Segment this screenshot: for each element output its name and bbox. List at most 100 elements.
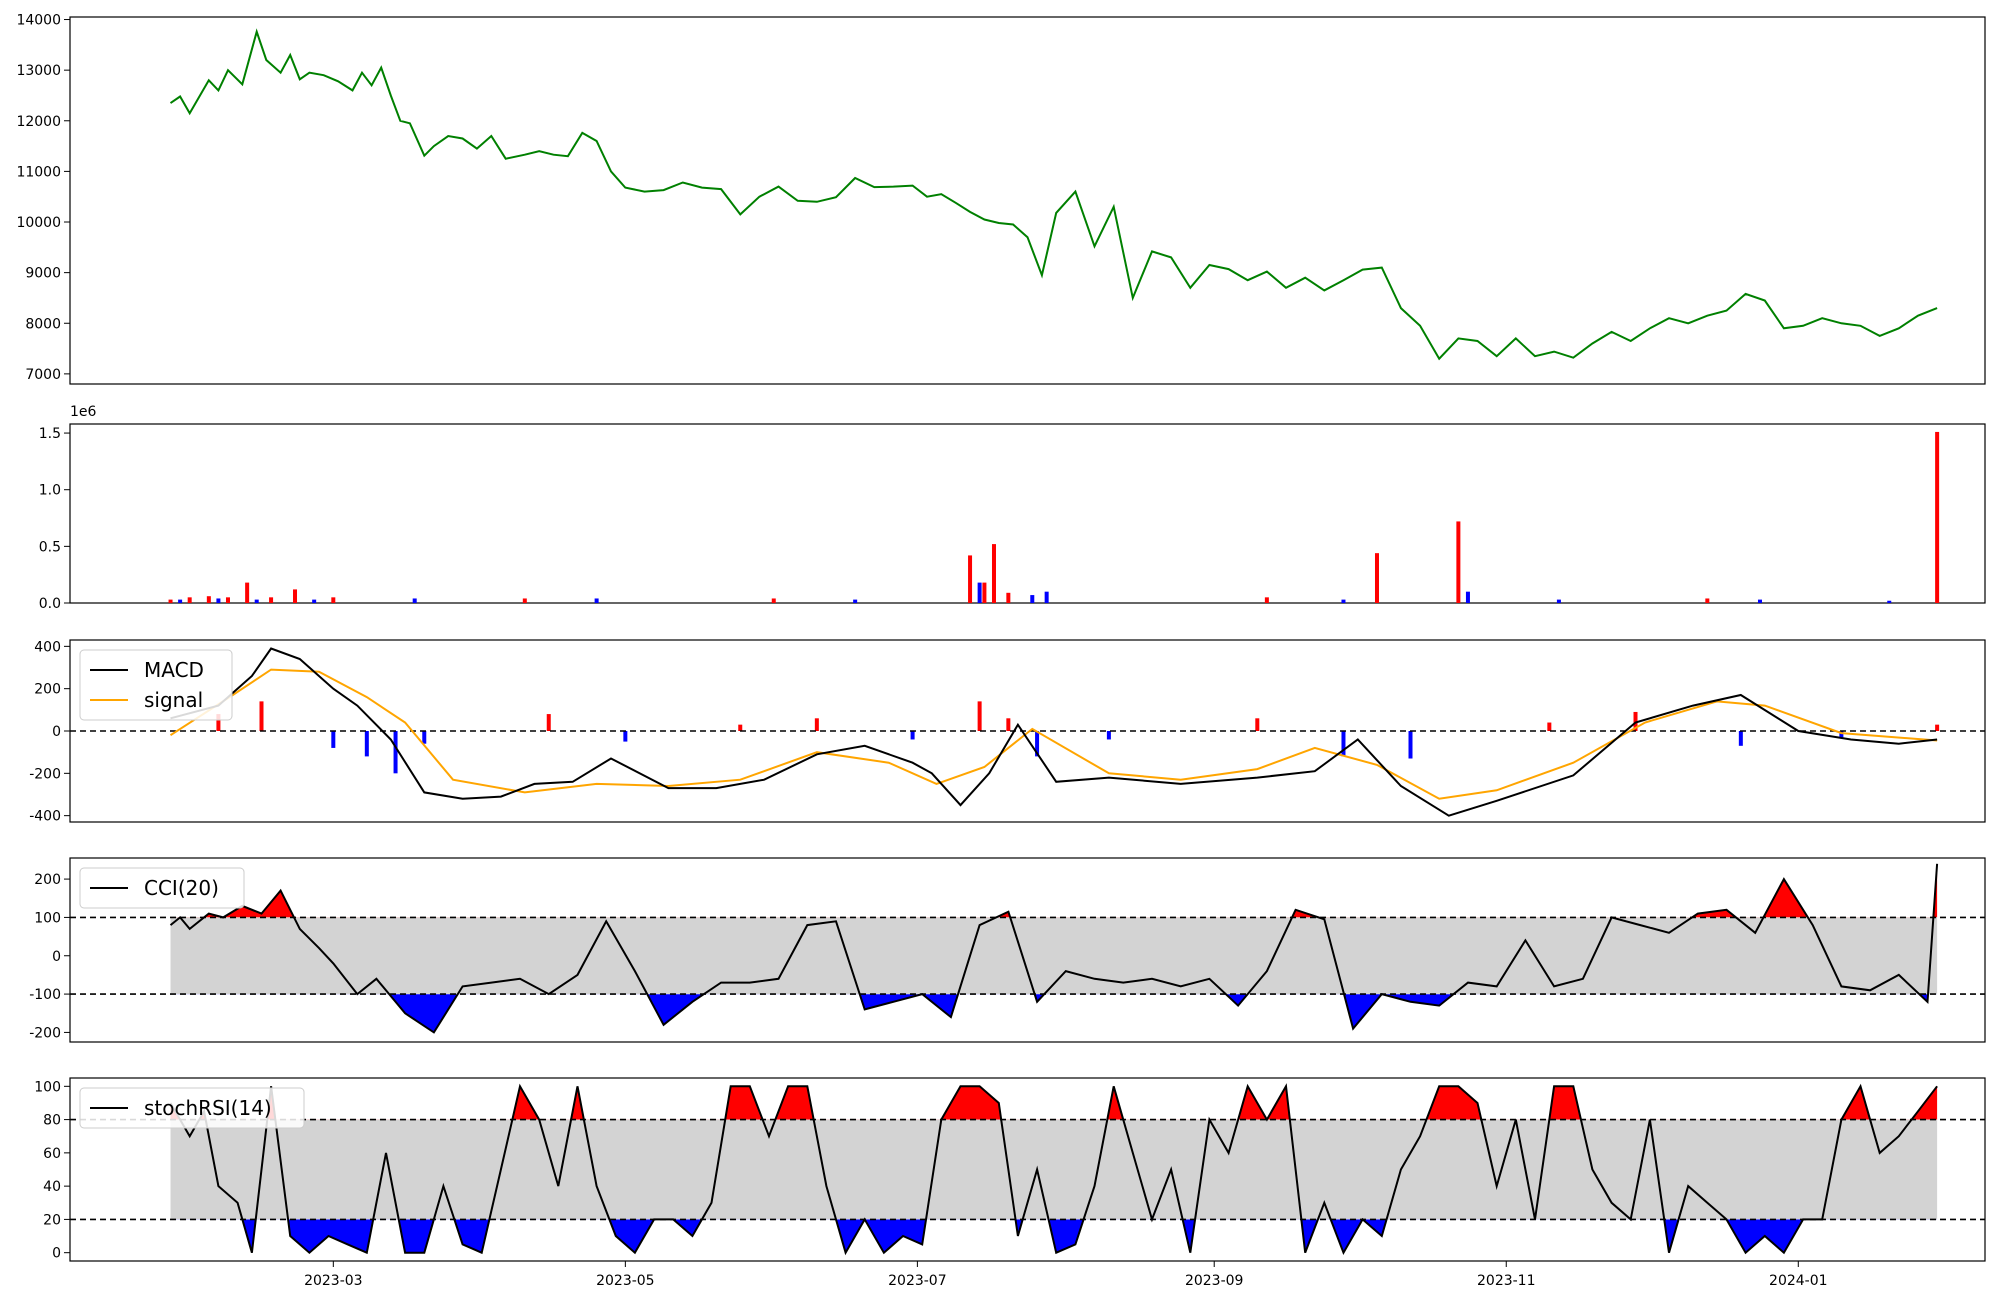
y-tick-label: 0 — [52, 1246, 61, 1262]
macd-hist-bar — [216, 714, 221, 731]
volume-panel: 0.0 0.5 1.0 1.5 1e6 — [39, 404, 1986, 612]
macd-hist-bar — [1738, 731, 1743, 746]
price-line — [169, 28, 1938, 361]
legend-label: stochRSI(14) — [144, 1096, 272, 1120]
y-tick-label: 20 — [43, 1212, 61, 1228]
volume-bar — [178, 599, 183, 603]
volume-bar — [1887, 600, 1892, 603]
y-tick-label: 0 — [52, 949, 61, 965]
legend — [79, 649, 233, 721]
y-offset-label: 1e6 — [70, 404, 97, 420]
signal-line — [169, 668, 1938, 800]
overbought-fill — [170, 1086, 1938, 1120]
volume-bar — [968, 555, 973, 603]
x-tick-label: 2023-03 — [304, 1273, 363, 1289]
volume-bar — [982, 582, 987, 603]
y-tick-label: 0 — [52, 724, 61, 740]
legend-label: MACD — [144, 658, 204, 682]
legend-label: signal — [144, 688, 203, 712]
plot-frame — [69, 16, 1986, 385]
plot-frame — [69, 423, 1986, 604]
y-tick-label: 60 — [43, 1146, 61, 1162]
y-tick-label: -200 — [29, 766, 61, 782]
volume-bar — [1341, 599, 1346, 603]
y-tick-label: 40 — [43, 1179, 61, 1195]
macd-hist-bar — [1935, 724, 1940, 731]
volume-bar — [1465, 591, 1470, 603]
y-tick-label: 200 — [34, 872, 61, 888]
macd-panel: -400 -200 0 200 400 MACD signal — [29, 639, 1986, 825]
macd-hist-bar — [393, 731, 398, 774]
x-tick-label: 2023-09 — [1185, 1273, 1244, 1289]
cci-panel: -200 -100 0 100 200 CCI(20) — [29, 857, 1986, 1043]
y-tick-label: 200 — [34, 682, 61, 698]
macd-hist-bar — [546, 714, 551, 731]
volume-bar — [1030, 595, 1035, 603]
macd-hist-bar — [910, 731, 915, 740]
macd-hist-bar — [1839, 731, 1844, 738]
macd-hist-bar — [814, 718, 819, 731]
x-tick-label: 2023-11 — [1477, 1273, 1536, 1289]
macd-hist-bar — [1006, 718, 1011, 731]
volume-bar — [1456, 521, 1461, 603]
volume-bar — [1935, 431, 1940, 603]
volume-bar — [225, 597, 230, 603]
macd-hist-bar — [1547, 722, 1552, 731]
plot-frame — [69, 857, 1986, 1043]
x-tick-label: 2023-05 — [596, 1273, 655, 1289]
y-tick-label: 7000 — [25, 367, 61, 383]
macd-hist-bar — [738, 724, 743, 731]
volume-bar — [594, 598, 599, 603]
y-tick-label: 14000 — [16, 13, 61, 29]
y-tick-label: 80 — [43, 1113, 61, 1129]
volume-bar — [187, 597, 192, 603]
volume-bar — [1044, 591, 1049, 603]
x-tick-label: 2024-01 — [1769, 1273, 1828, 1289]
y-tick-label: 12000 — [16, 114, 61, 130]
macd-hist-bar — [1408, 731, 1413, 759]
plot-frame — [69, 639, 1986, 823]
macd-hist-bar — [1255, 718, 1260, 731]
stochrsi-panel: 0 20 40 60 80 100 stochRSI(14) 2023-03 2023-05 20… — [34, 1077, 1986, 1289]
macd-hist-bar — [1341, 731, 1346, 757]
macd-hist-bar — [1106, 731, 1111, 740]
volume-bar — [331, 597, 336, 603]
series-line — [169, 1083, 1938, 1256]
macd-hist-bar — [1035, 731, 1040, 757]
volume-bar — [1556, 599, 1561, 603]
volume-bar — [1374, 553, 1379, 603]
macd-hist-bar — [331, 731, 336, 748]
volume-bar — [269, 597, 274, 603]
volume-bar — [1757, 599, 1762, 603]
volume-bar — [1006, 592, 1011, 603]
plot-frame — [69, 1077, 1986, 1262]
y-tick-label: -200 — [29, 1025, 61, 1041]
volume-bar — [1264, 597, 1269, 603]
y-tick-label: 8000 — [25, 316, 61, 332]
volume-bar — [293, 589, 298, 603]
x-tick-label: 2023-07 — [888, 1273, 947, 1289]
volume-bar — [206, 596, 211, 603]
y-tick-label: 1.5 — [39, 426, 61, 442]
y-tick-label: 400 — [34, 639, 61, 655]
volume-bar — [412, 598, 417, 603]
y-tick-label: -100 — [29, 987, 61, 1003]
y-tick-label: 100 — [34, 1079, 61, 1095]
y-tick-label: 1.0 — [39, 483, 61, 499]
y-tick-label: 13000 — [16, 63, 61, 79]
neutral-band — [170, 917, 1938, 995]
volume-bar — [977, 582, 982, 603]
legend — [79, 1087, 305, 1129]
macd-hist-bar — [977, 701, 982, 731]
y-tick-label: 100 — [34, 910, 61, 926]
volume-bar — [853, 599, 858, 603]
series-line — [169, 863, 1939, 1034]
volume-bar — [1705, 598, 1710, 603]
neutral-band — [170, 1119, 1938, 1220]
legend — [79, 867, 245, 909]
volume-bar — [245, 582, 250, 603]
y-tick-label: 0.0 — [39, 596, 61, 612]
y-tick-label: 11000 — [16, 164, 61, 180]
volume-bar — [312, 599, 317, 603]
